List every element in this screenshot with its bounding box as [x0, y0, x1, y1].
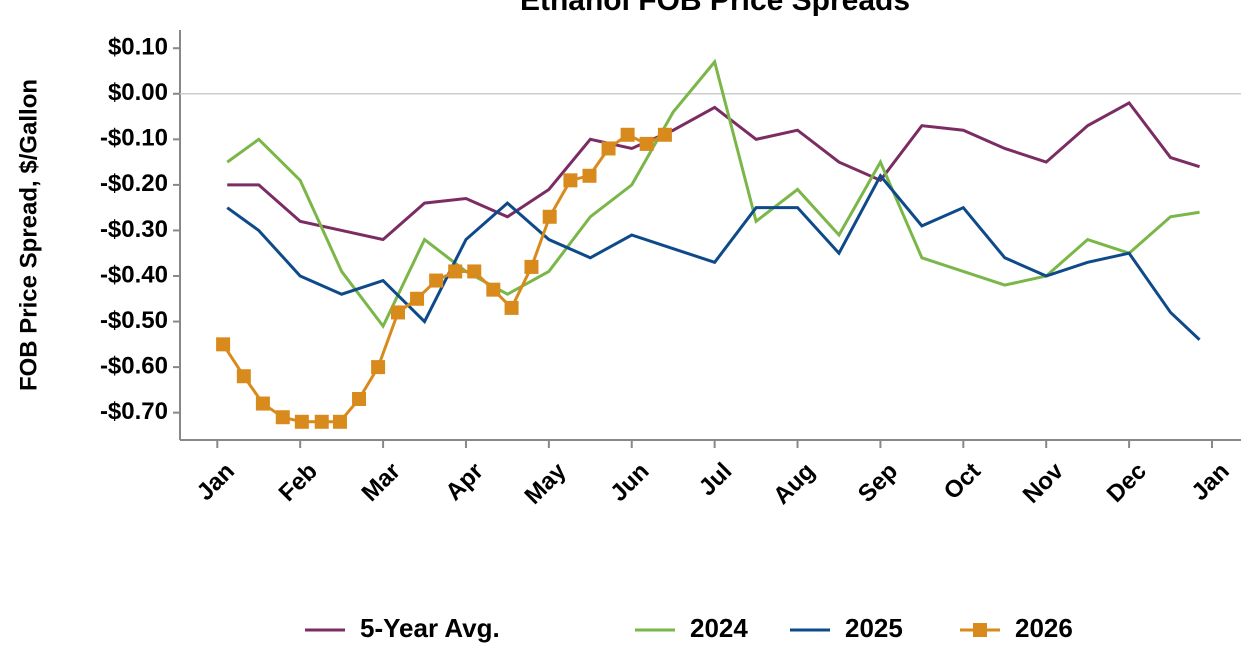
x-tick-label: Sep [853, 458, 903, 508]
marker [657, 127, 672, 142]
marker [639, 136, 654, 151]
x-tick-label: Jan [1186, 458, 1234, 506]
marker [601, 141, 616, 156]
marker [582, 168, 597, 183]
marker [236, 369, 251, 384]
x-tick-label: Jan [192, 458, 240, 506]
marker [542, 209, 557, 224]
y-tick-label: $0.10 [108, 34, 168, 61]
marker [332, 414, 347, 429]
x-tick-label: Oct [939, 458, 986, 505]
x-tick-label: Jun [605, 458, 654, 507]
marker [275, 410, 290, 425]
marker [352, 392, 367, 406]
y-tick-label: -$0.50 [100, 307, 168, 334]
x-tick-label: Mar [357, 458, 406, 507]
x-tick-label: Nov [1018, 457, 1070, 509]
x-tick-label: May [519, 457, 572, 510]
y-axis-label: FOB Price Spread, $/Gallon [15, 79, 42, 391]
marker [524, 259, 539, 274]
y-tick-label: $0.00 [108, 79, 168, 106]
marker [486, 282, 501, 297]
legend-label: 2026 [1015, 613, 1073, 643]
marker [216, 337, 231, 352]
marker [255, 396, 270, 411]
marker [371, 360, 386, 375]
x-tick-label: Dec [1102, 458, 1152, 508]
legend-label: 2024 [690, 613, 748, 643]
chart-title: Ethanol FOB Price Spreads [520, 0, 910, 17]
y-tick-label: -$0.30 [100, 216, 168, 243]
marker [294, 414, 309, 429]
y-tick-label: -$0.10 [100, 125, 168, 152]
y-tick-label: -$0.70 [100, 398, 168, 425]
legend-label: 5-Year Avg. [360, 613, 500, 643]
series-line [221, 133, 666, 424]
x-tick-label: Aug [768, 458, 820, 510]
marker [391, 305, 406, 320]
series-line [226, 173, 1201, 341]
y-tick-label: -$0.40 [100, 261, 168, 288]
legend-marker [973, 623, 987, 637]
y-tick-label: -$0.60 [100, 352, 168, 379]
x-tick-label: Apr [440, 458, 488, 506]
marker [429, 273, 444, 288]
y-tick-label: -$0.20 [100, 170, 168, 197]
marker [504, 300, 519, 315]
marker [563, 173, 578, 188]
series-line [227, 100, 1200, 242]
series-line [226, 58, 1200, 329]
marker [448, 264, 463, 279]
marker [467, 264, 482, 279]
marker [314, 414, 329, 429]
marker [620, 127, 635, 142]
legend-label: 2025 [845, 613, 903, 643]
x-tick-label: Feb [274, 458, 323, 507]
x-tick-label: Jul [694, 458, 738, 502]
marker [410, 291, 425, 306]
